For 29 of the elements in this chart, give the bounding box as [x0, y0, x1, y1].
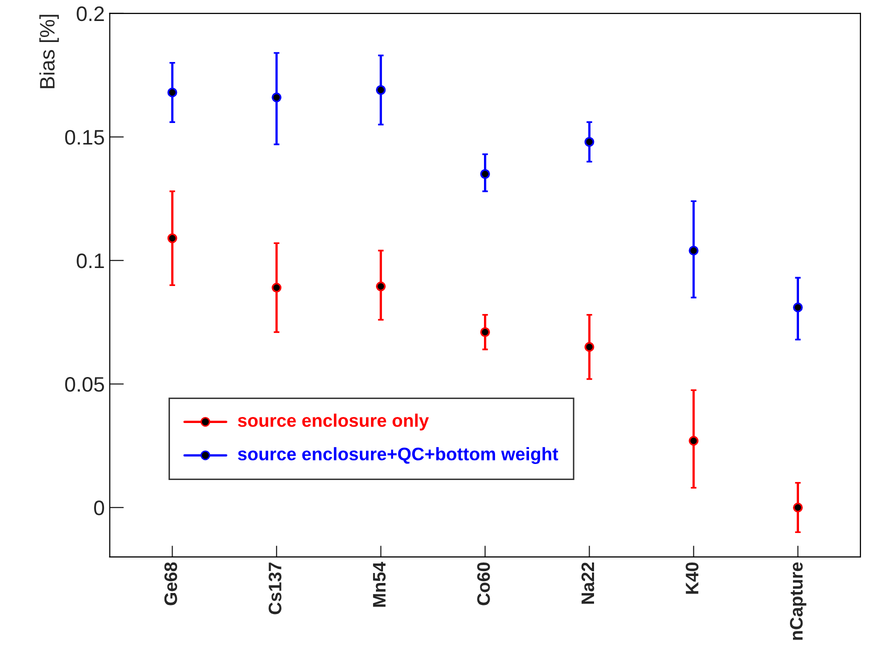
x-tick-label: Mn54 — [373, 562, 386, 607]
point — [376, 85, 386, 95]
point — [584, 137, 594, 147]
y-tick-label: 0.05 — [65, 376, 104, 392]
x-tick-label: Cs137 — [268, 562, 282, 614]
point — [167, 233, 178, 244]
legend-label: source enclosure only — [238, 414, 429, 430]
point — [793, 502, 803, 512]
point — [480, 327, 490, 337]
x-tick-label: Na22 — [581, 562, 594, 604]
y-axis-title: Bias [%] — [39, 14, 59, 88]
point — [793, 302, 803, 312]
point — [272, 282, 282, 293]
x-tick-label: Co60 — [477, 562, 490, 606]
legend-label: source enclosure+QC+bottom weight — [238, 447, 558, 464]
point — [688, 436, 699, 446]
y-tick-label: 0.15 — [65, 130, 104, 145]
point — [584, 342, 594, 352]
x-tick-label: nCapture — [790, 562, 806, 640]
point — [272, 92, 282, 102]
y-tick-label: 0.2 — [76, 6, 104, 22]
y-tick-label: 0.1 — [76, 253, 104, 268]
point — [688, 246, 699, 256]
point — [167, 88, 178, 98]
x-tick-label: K40 — [686, 562, 698, 594]
point — [376, 282, 386, 292]
y-tick-label: 0 — [94, 500, 104, 516]
x-tick-label: Ge68 — [164, 562, 178, 606]
point — [480, 169, 490, 179]
